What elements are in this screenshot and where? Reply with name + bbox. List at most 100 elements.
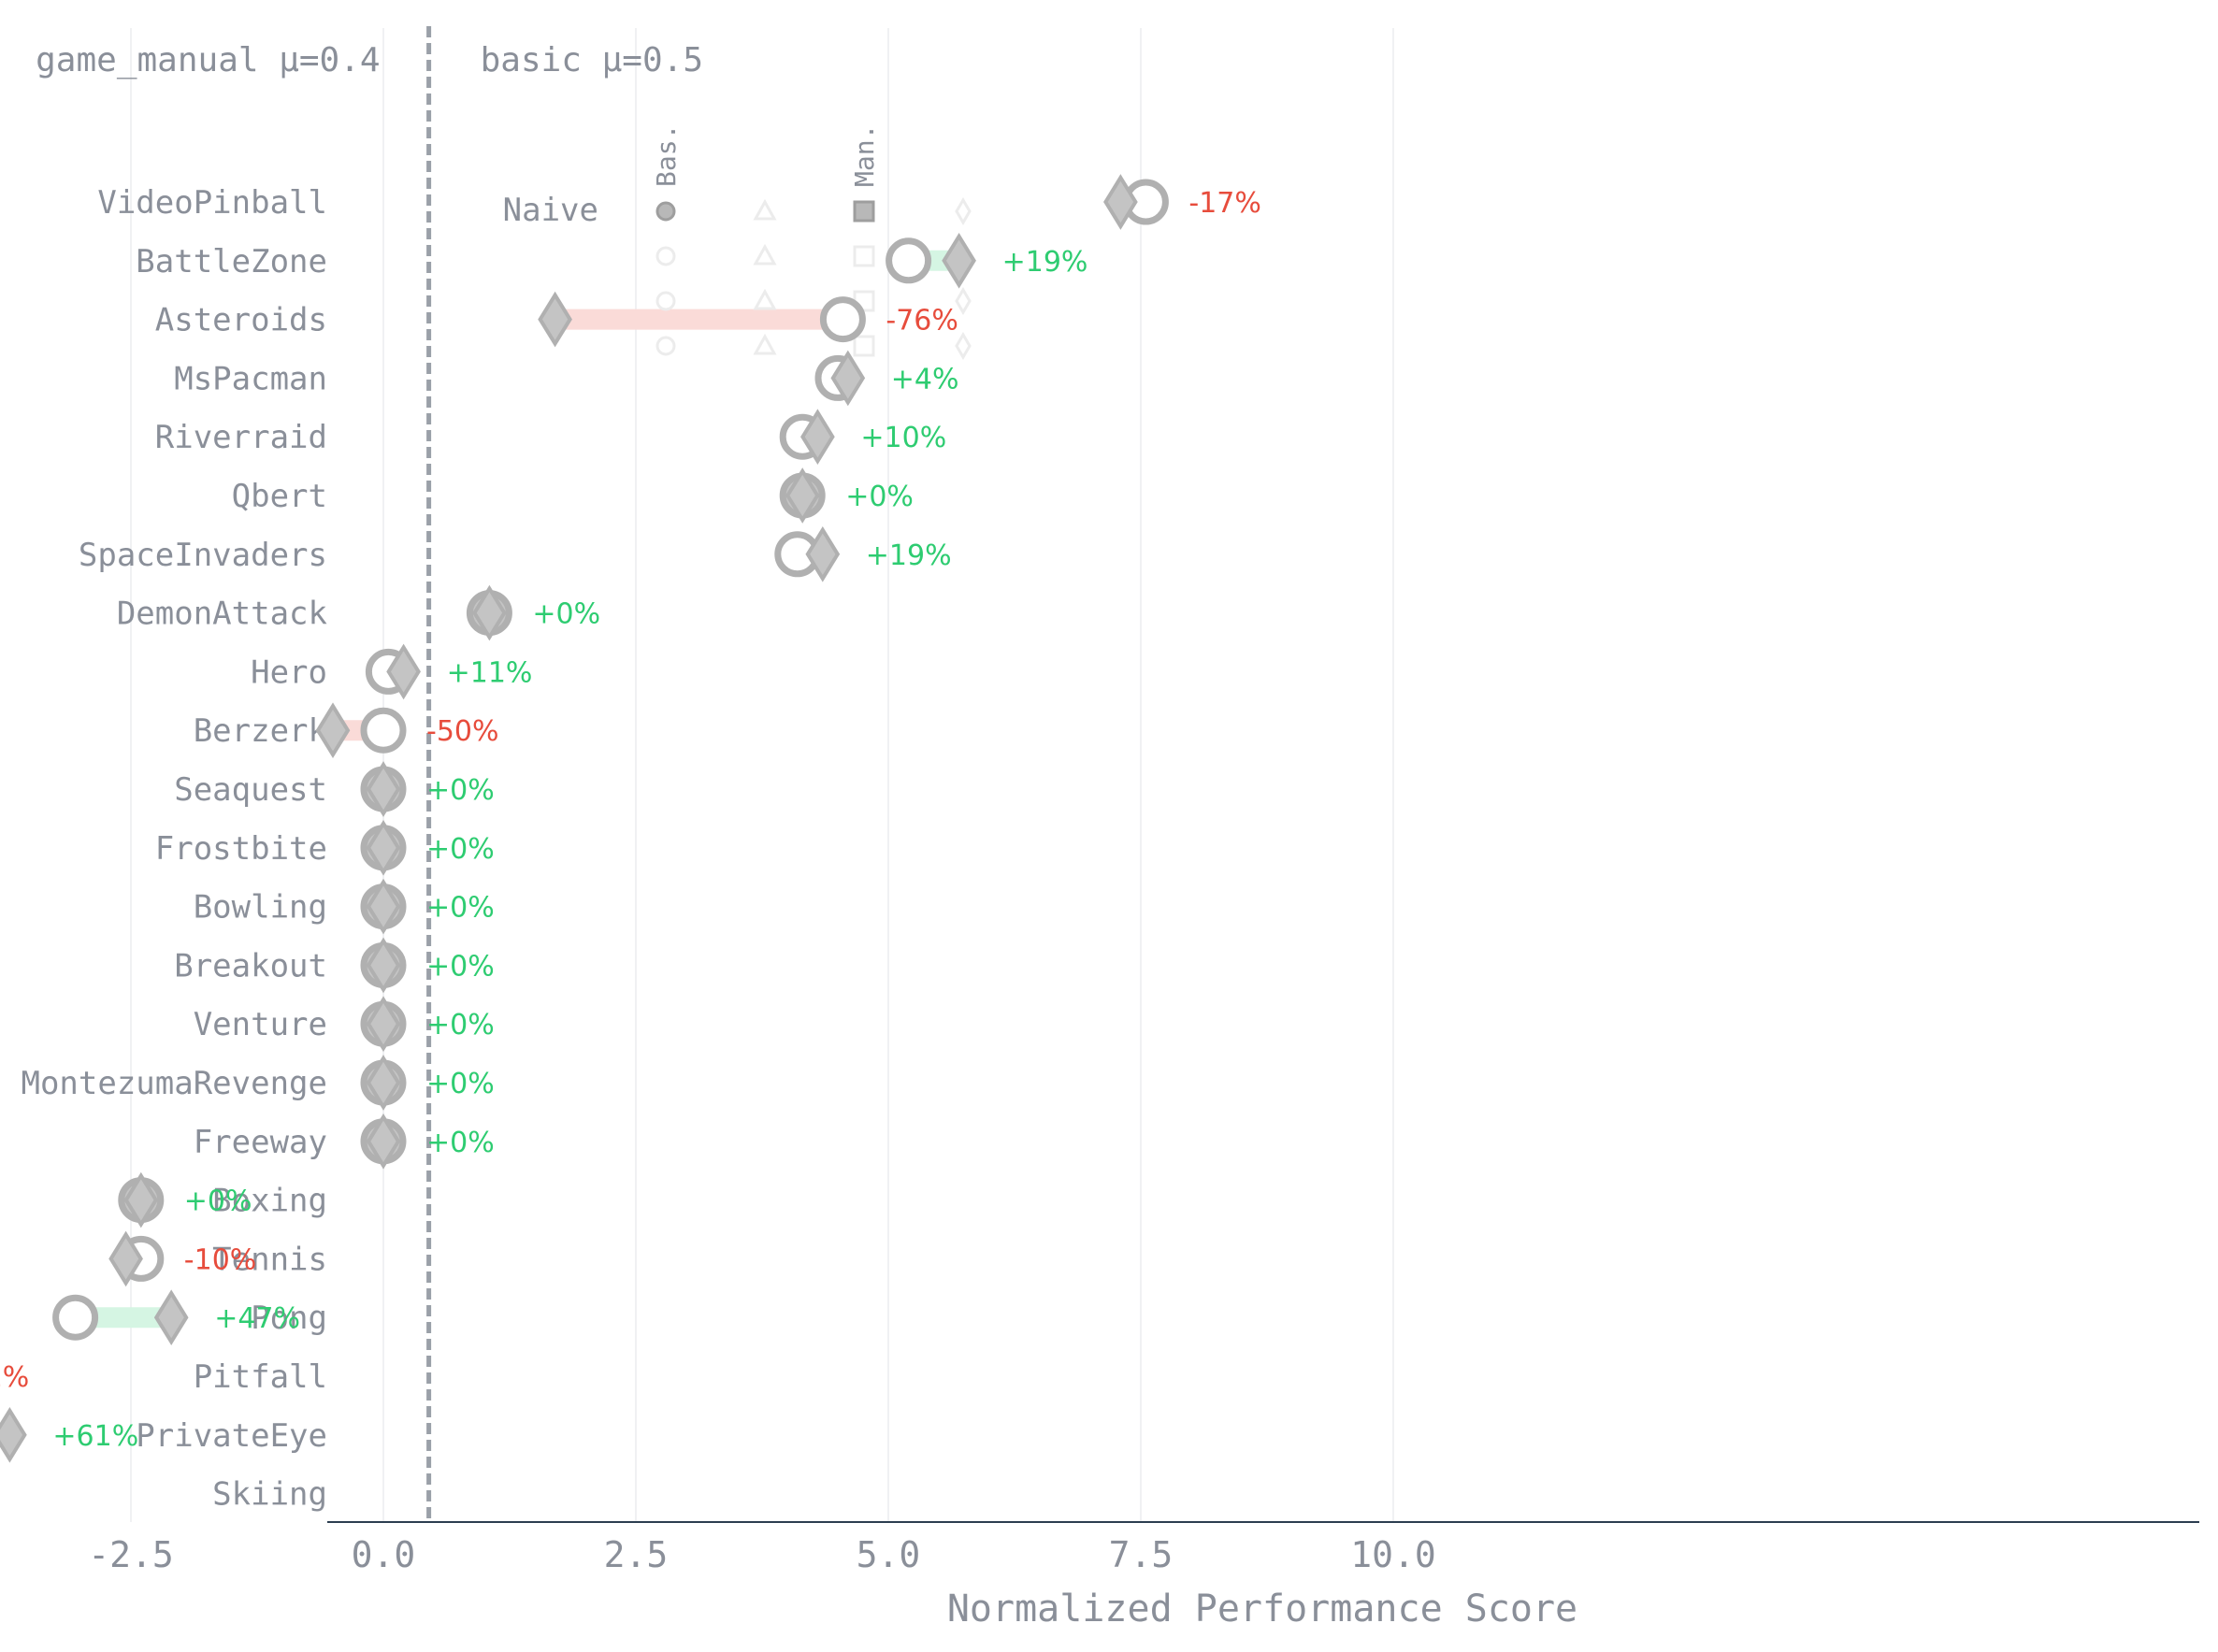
game-label: Pitfall [194,1358,327,1396]
legend-diamond-icon [955,332,972,360]
game-label: Bowling [194,889,327,927]
data-markers [0,174,1169,1463]
game-label: PrivateEye [136,1417,327,1455]
manual-marker-diamond [1103,174,1138,230]
change-label: -17% [1188,187,1261,220]
game-label: Asteroids [155,302,327,339]
legend-triangle-icon [753,198,777,221]
game-label: Riverraid [155,419,327,456]
change-label: +47% [214,1302,300,1335]
manual-marker-diamond [942,232,976,289]
legend-circle-icon [655,246,676,266]
change-label: +0% [426,1009,495,1041]
change-label: -10% [184,1243,257,1276]
change-label: +0% [426,774,495,807]
game-label: Qbert [232,478,327,515]
manual-marker-diamond [0,1406,27,1463]
manual-marker-diamond [785,467,820,524]
change-label: +0% [845,481,914,513]
legend-circle-icon [655,336,676,356]
legend-circle-icon [655,201,676,222]
change-label: +61% [52,1420,138,1453]
game-label: Berzerk [194,712,327,750]
legend-diamond-icon [955,287,972,315]
legend-square-icon [853,245,875,267]
game-label: Pong [251,1300,327,1337]
game-label: Breakout [174,947,327,984]
manual-marker-diamond [315,702,351,759]
legend-diamond-icon [955,197,972,225]
game-label: VideoPinball [97,184,327,222]
basic-marker-circle [886,237,932,284]
legend-square-icon [853,335,875,357]
manual-marker-diamond [366,761,401,817]
game-label: DemonAttack [117,596,327,633]
manual-marker-diamond [472,584,507,641]
legend-col-basic: Bas. [651,124,682,187]
game-label: SpaceInvaders [79,537,327,574]
x-tick-label: 0.0 [352,1534,416,1575]
manual-marker-diamond [366,937,401,994]
basic-marker-circle [360,707,407,754]
game-label: Tennis [212,1241,327,1278]
manual-marker-diamond [366,1055,401,1111]
x-tick-labels: -7.5-5.0-2.50.02.55.07.510.0 [88,1534,1436,1575]
change-label: -76% [886,305,958,338]
manual-marker-diamond [538,291,572,348]
manual-marker-diamond [800,409,835,466]
change-label: +0% [426,833,495,866]
legend-col-manual: Man. [849,124,880,187]
game-label: Hero [251,654,327,691]
change-label: +0% [426,892,495,925]
manual-marker-diamond [123,1171,159,1228]
change-label: +19% [1002,246,1088,279]
x-tick-label: -2.5 [88,1534,174,1575]
game-label: BattleZone [136,243,327,280]
change-label: +19% [866,539,952,572]
manual-marker-diamond [153,1289,189,1346]
game-label: MsPacman [174,360,327,397]
x-tick-label: 5.0 [857,1534,921,1575]
x-tick-label: 2.5 [604,1534,669,1575]
x-tick-label: 7.5 [1109,1534,1174,1575]
change-label: +0% [184,1185,252,1218]
change-bands [0,192,1146,1445]
x-axis-label: Normalized Performance Score [947,1587,1577,1630]
ref-right-label: basic μ=0.5 [481,41,703,79]
change-label: +0% [426,950,495,983]
game-label: Boxing [212,1183,327,1220]
legend-square-icon [853,200,875,223]
manual-marker-diamond [805,525,841,582]
change-label: +0% [426,1127,495,1159]
change-label: +11% [447,656,533,689]
game-label: Skiing [212,1476,327,1514]
manual-marker-diamond [366,996,401,1053]
game-label: Venture [194,1006,327,1043]
game-label: Seaquest [174,771,327,809]
manual-marker-diamond [386,643,421,700]
game-label: MontezumaRevenge [21,1065,327,1102]
legend-triangle-icon [753,243,777,266]
change-label: +10% [860,422,946,454]
legend-triangle-icon [753,288,777,310]
game-labels: VideoPinball BattleZone Asteroids MsPacman R… [21,184,327,1514]
manual-marker-diamond [108,1230,143,1287]
manual-marker-diamond [830,350,866,407]
ref-left-label: game_manual μ=0.4 [36,41,380,79]
basic-marker-circle [52,1294,99,1341]
change-label: -11% [0,1361,29,1394]
x-tick-label: 10.0 [1350,1534,1436,1575]
legend-circle-icon [655,291,676,311]
change-label: +4% [891,363,959,395]
change-label: +0% [426,1068,495,1100]
manual-marker-diamond [366,878,401,935]
manual-marker-diamond [366,819,401,876]
legend-triangle-icon [753,333,777,355]
change-label: +0% [532,598,600,631]
game-label: Freeway [194,1124,327,1161]
game-label: Frostbite [155,830,327,868]
manual-marker-diamond [366,1113,401,1170]
legend-row-label: Naive [503,192,598,229]
change-labels: -17% +19% -76% +4% +10% +0% +19% +0% +11% -50% +0%… [0,187,1261,1453]
